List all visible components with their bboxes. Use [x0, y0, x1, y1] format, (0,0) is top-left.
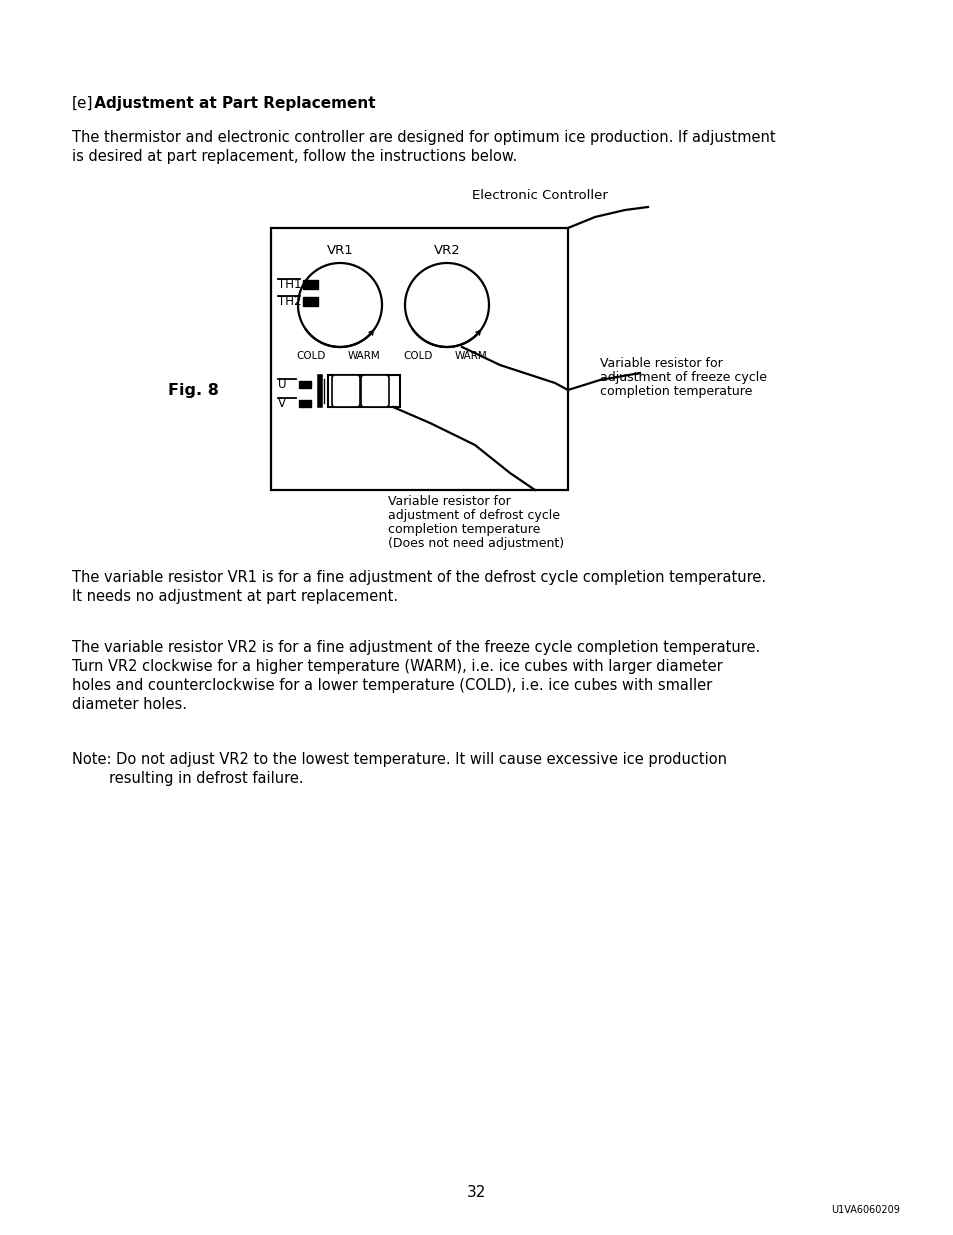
- Bar: [271, 228, 567, 490]
- Text: Note: Do not adjust VR2 to the lowest temperature. It will cause excessive ice p: Note: Do not adjust VR2 to the lowest te…: [71, 752, 726, 767]
- Text: The thermistor and electronic controller are designed for optimum ice production: The thermistor and electronic controller…: [71, 130, 775, 144]
- Bar: [298, 400, 311, 408]
- Bar: [298, 382, 311, 388]
- Text: U: U: [277, 378, 286, 391]
- Text: U1VA6060209: U1VA6060209: [830, 1205, 899, 1215]
- Text: holes and counterclockwise for a lower temperature (COLD), i.e. ice cubes with s: holes and counterclockwise for a lower t…: [71, 678, 712, 693]
- Text: (Does not need adjustment): (Does not need adjustment): [388, 537, 563, 550]
- Text: WARM: WARM: [348, 351, 380, 361]
- Bar: [303, 280, 317, 289]
- Text: is desired at part replacement, follow the instructions below.: is desired at part replacement, follow t…: [71, 149, 517, 164]
- Text: TH2: TH2: [277, 295, 301, 308]
- Text: 32: 32: [467, 1186, 486, 1200]
- Text: Electronic Controller: Electronic Controller: [472, 189, 607, 203]
- Bar: [303, 296, 317, 306]
- Text: resulting in defrost failure.: resulting in defrost failure.: [71, 771, 303, 785]
- Text: completion temperature: completion temperature: [599, 385, 752, 398]
- Text: adjustment of defrost cycle: adjustment of defrost cycle: [388, 509, 559, 522]
- Text: Variable resistor for: Variable resistor for: [599, 357, 722, 370]
- Text: [e]: [e]: [71, 96, 93, 111]
- Text: Fig. 8: Fig. 8: [168, 384, 218, 399]
- Text: COLD: COLD: [295, 351, 325, 361]
- Text: The variable resistor VR1 is for a fine adjustment of the defrost cycle completi: The variable resistor VR1 is for a fine …: [71, 571, 765, 585]
- Text: VR1: VR1: [326, 245, 353, 257]
- Text: diameter holes.: diameter holes.: [71, 697, 187, 713]
- Text: VR2: VR2: [434, 245, 460, 257]
- Text: It needs no adjustment at part replacement.: It needs no adjustment at part replaceme…: [71, 589, 397, 604]
- FancyBboxPatch shape: [360, 375, 389, 408]
- Text: completion temperature: completion temperature: [388, 522, 539, 536]
- Text: adjustment of freeze cycle: adjustment of freeze cycle: [599, 370, 766, 384]
- Text: Adjustment at Part Replacement: Adjustment at Part Replacement: [89, 96, 375, 111]
- Text: COLD: COLD: [402, 351, 432, 361]
- FancyBboxPatch shape: [332, 375, 359, 408]
- Text: Variable resistor for: Variable resistor for: [388, 495, 510, 508]
- Text: TH1: TH1: [277, 278, 301, 291]
- Text: The variable resistor VR2 is for a fine adjustment of the freeze cycle completio: The variable resistor VR2 is for a fine …: [71, 640, 760, 655]
- Text: V: V: [277, 396, 286, 410]
- Text: WARM: WARM: [455, 351, 487, 361]
- Text: Turn VR2 clockwise for a higher temperature (WARM), i.e. ice cubes with larger d: Turn VR2 clockwise for a higher temperat…: [71, 659, 722, 674]
- Bar: [328, 375, 399, 408]
